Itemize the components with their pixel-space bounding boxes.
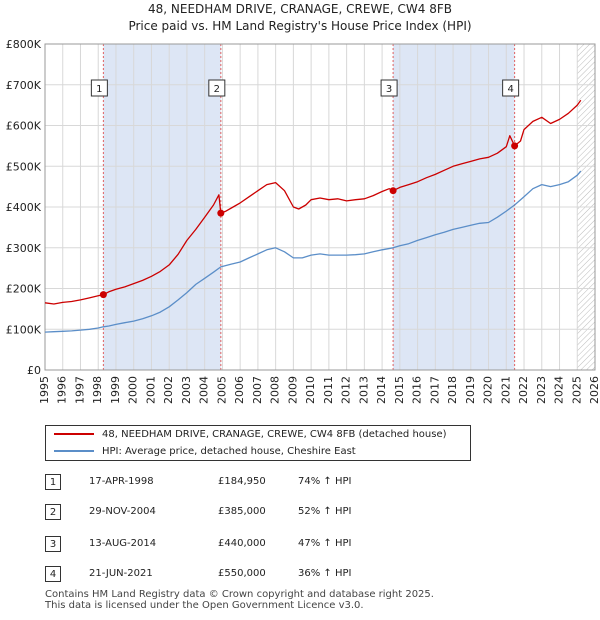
x-tick-label: 2011 [322,376,335,404]
y-tick-label: £0 [27,364,41,377]
x-tick-label: 2012 [340,376,353,404]
sale-marker-label: 3 [386,84,392,95]
sale-point [511,142,519,150]
sale-marker-box [380,79,398,97]
x-tick-label: 2025 [570,376,583,404]
legend-swatch-hpi [54,450,94,452]
sale-number-badge: 2 [45,504,61,520]
y-tick-label: £200K [6,283,42,296]
footer-attribution: Contains HM Land Registry data © Crown c… [45,589,434,611]
chart-title-line1: 48, NEEDHAM DRIVE, CRANAGE, CREWE, CW4 8… [148,2,452,16]
sale-marker-label: 1 [96,84,102,95]
hpi-line [44,170,582,333]
property-price-line [44,99,582,305]
y-tick-label: £600K [6,120,42,133]
x-tick-label: 2013 [357,376,370,404]
y-tick-label: £300K [6,242,42,255]
sale-point [389,187,397,195]
x-tick-label: 1995 [38,376,51,404]
sale-marker-box [208,79,226,97]
x-tick-label: 2019 [464,376,477,404]
chart-title-line2: Price paid vs. HM Land Registry's House … [128,19,472,33]
x-tick-label: 2007 [251,376,264,404]
x-tick-label: 2002 [162,376,175,404]
legend-item-property: 48, NEEDHAM DRIVE, CRANAGE, CREWE, CW4 8… [54,427,447,443]
x-tick-label: 2026 [588,376,600,404]
x-tick-label: 2020 [482,376,495,404]
sale-marker-label: 2 [214,84,220,95]
sale-hpi-change: 47% ↑ HPI [298,538,352,549]
sale-hpi-change: 52% ↑ HPI [298,506,352,517]
sale-marker-label: 4 [507,84,513,95]
sale-hpi-change: 36% ↑ HPI [298,568,352,579]
sale-number-badge: 4 [45,566,61,582]
y-tick-label: £700K [6,79,42,92]
sale-point [99,291,107,299]
x-tick-label: 1996 [56,376,69,404]
footer-licence: This data is licensed under the Open Gov… [45,600,364,611]
y-tick-label: £800K [6,38,42,51]
x-tick-label: 2000 [127,376,140,404]
footer-copyright: Contains HM Land Registry data © Crown c… [45,589,434,600]
x-tick-label: 2010 [304,376,317,404]
x-tick-label: 2014 [375,376,388,404]
sale-date: 29-NOV-2004 [89,506,156,517]
chart-legend: 48, NEEDHAM DRIVE, CRANAGE, CREWE, CW4 8… [45,425,471,461]
legend-item-hpi: HPI: Average price, detached house, Ches… [54,444,356,460]
x-tick-label: 1999 [109,376,122,404]
price-chart: 1 2 3 4 £0 £100K £200K £300K £400K £500K £600K £700… [6,38,600,404]
sale-point [217,209,225,217]
sale-price: £440,000 [218,538,266,549]
sale-number-badge: 1 [45,474,61,490]
legend-label-property: 48, NEEDHAM DRIVE, CRANAGE, CREWE, CW4 8… [102,429,447,440]
x-tick-label: 2005 [215,376,228,404]
y-tick-label: £400K [6,201,42,214]
sale-hpi-change: 74% ↑ HPI [298,476,352,487]
x-tick-label: 2021 [499,376,512,404]
sale-price: £550,000 [218,568,266,579]
x-tick-label: 2023 [535,376,548,404]
x-tick-label: 2001 [144,376,157,404]
sale-price: £385,000 [218,506,266,517]
y-tick-label: £500K [6,160,42,173]
x-tick-label: 2009 [286,376,299,404]
x-tick-label: 2018 [446,376,459,404]
y-tick-label: £100K [6,323,42,336]
sale-marker-box [90,79,108,97]
x-tick-label: 1998 [91,376,104,404]
x-tick-label: 2006 [233,376,246,404]
x-tick-label: 2008 [269,376,282,404]
sale-date: 17-APR-1998 [89,476,154,487]
plot-area-border [44,43,596,371]
x-tick-label: 2016 [411,376,424,404]
x-tick-label: 2022 [517,376,530,404]
sale-date: 13-AUG-2014 [89,538,157,549]
sale-number-badge: 3 [45,536,61,552]
x-tick-label: 2017 [428,376,441,404]
x-tick-label: 2015 [393,376,406,404]
x-tick-label: 1997 [73,376,86,404]
sale-marker-box [502,79,520,97]
x-tick-label: 2004 [198,376,211,404]
legend-label-hpi: HPI: Average price, detached house, Ches… [102,446,356,457]
x-tick-label: 2024 [553,376,566,404]
x-tick-label: 2003 [180,376,193,404]
legend-swatch-property [54,433,94,435]
sale-price: £184,950 [218,476,266,487]
sale-date: 21-JUN-2021 [89,568,153,579]
